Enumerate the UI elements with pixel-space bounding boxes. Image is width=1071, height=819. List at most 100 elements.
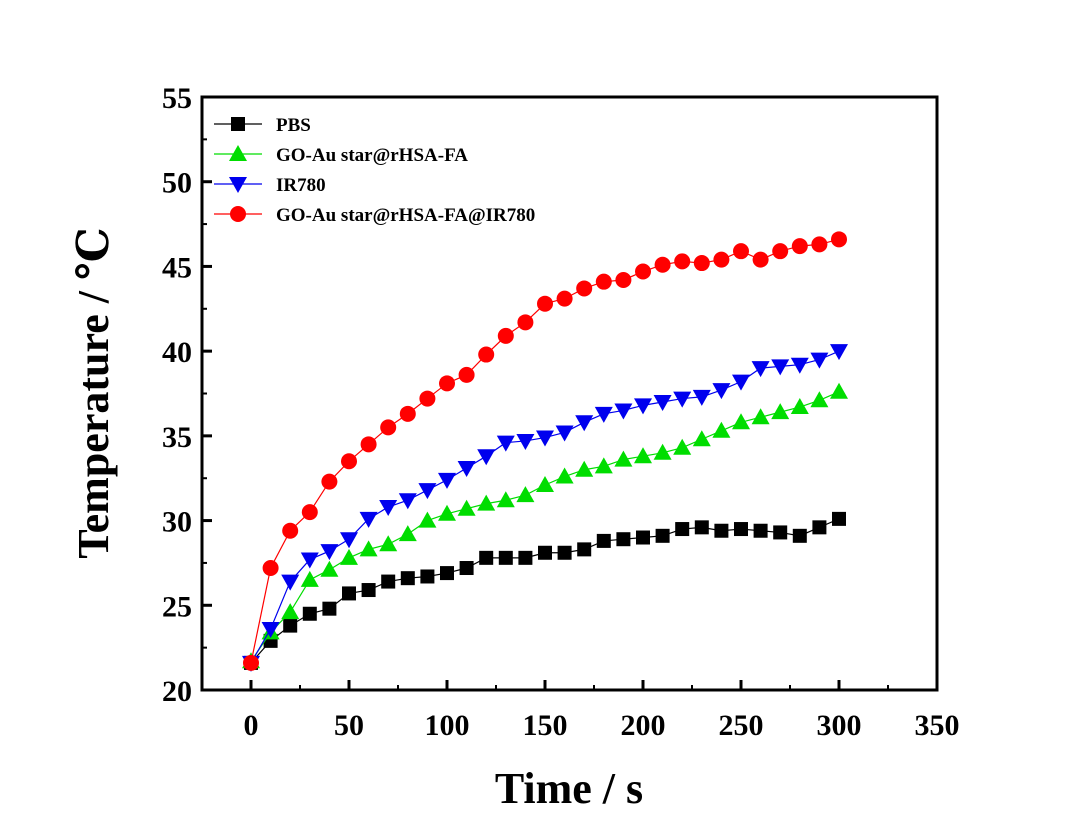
data-point xyxy=(320,544,339,561)
x-axis-title: Time / s xyxy=(495,764,643,813)
data-point xyxy=(262,560,279,577)
data-point xyxy=(634,447,652,464)
data-point xyxy=(712,383,731,400)
data-point xyxy=(594,406,613,423)
data-point xyxy=(772,243,789,260)
data-point xyxy=(831,231,847,248)
data-point xyxy=(634,398,652,415)
data-point xyxy=(712,421,731,438)
data-point xyxy=(379,500,398,517)
data-point xyxy=(517,314,534,331)
data-point xyxy=(790,357,809,374)
data-point xyxy=(575,415,594,432)
data-point xyxy=(811,236,828,253)
x-tick-label: 50 xyxy=(334,709,364,742)
data-point xyxy=(714,523,729,538)
data-point xyxy=(458,366,475,383)
x-tick-label: 0 xyxy=(244,709,259,742)
data-point xyxy=(692,389,711,406)
data-point xyxy=(538,545,552,560)
data-point xyxy=(810,391,829,408)
data-point xyxy=(398,493,417,510)
x-tick-label: 150 xyxy=(523,709,568,742)
data-point xyxy=(400,571,415,586)
data-point xyxy=(281,603,300,620)
data-point xyxy=(418,483,437,500)
y-tick-label: 40 xyxy=(162,336,192,369)
data-point xyxy=(320,560,339,577)
data-point xyxy=(832,511,846,526)
data-point xyxy=(282,522,299,539)
data-point xyxy=(283,618,298,633)
data-point xyxy=(281,574,300,591)
data-point xyxy=(615,271,632,288)
y-tick-label: 25 xyxy=(162,590,192,623)
data-point xyxy=(419,390,436,407)
data-point xyxy=(655,528,670,543)
y-axis-title: Temperature / ℃ xyxy=(69,227,118,558)
data-point xyxy=(438,504,456,521)
data-point xyxy=(732,413,750,430)
y-tick-label: 20 xyxy=(162,675,192,708)
data-point xyxy=(516,433,535,450)
data-point xyxy=(457,461,476,478)
data-point xyxy=(361,583,376,598)
data-point xyxy=(576,280,593,297)
data-point xyxy=(654,256,671,273)
series-0 xyxy=(244,511,846,670)
data-point xyxy=(243,654,259,671)
data-point xyxy=(673,391,692,408)
legend-label: GO-Au star@rHSA-FA xyxy=(276,145,468,166)
data-point xyxy=(322,601,337,616)
data-point xyxy=(614,450,633,467)
y-tick-label: 35 xyxy=(162,421,192,454)
data-point xyxy=(653,443,672,460)
data-point xyxy=(497,327,514,344)
data-point xyxy=(341,453,357,470)
data-point xyxy=(812,520,827,535)
data-point xyxy=(479,550,494,565)
data-point xyxy=(478,346,495,363)
data-point xyxy=(379,535,398,552)
series-layer xyxy=(242,231,848,672)
legend-marker xyxy=(231,117,245,131)
data-point xyxy=(438,472,456,489)
data-point xyxy=(359,540,378,557)
data-point xyxy=(399,405,416,422)
data-point xyxy=(595,273,612,290)
data-point xyxy=(440,566,454,581)
series-3 xyxy=(243,231,847,671)
data-point xyxy=(810,352,829,369)
legend-marker xyxy=(229,145,247,161)
data-point xyxy=(342,586,356,601)
data-point xyxy=(555,467,574,484)
data-point xyxy=(753,523,768,538)
data-point xyxy=(733,243,749,260)
data-point xyxy=(556,290,573,307)
data-point xyxy=(496,491,515,508)
data-point xyxy=(675,522,690,537)
data-point xyxy=(771,359,790,376)
data-point xyxy=(496,435,515,452)
data-point xyxy=(752,251,769,268)
y-tick-label: 30 xyxy=(162,506,192,539)
data-point xyxy=(771,403,790,420)
data-point xyxy=(300,570,319,587)
data-point xyxy=(616,532,631,547)
data-point xyxy=(557,545,572,560)
data-point xyxy=(457,499,476,516)
data-point xyxy=(692,430,711,447)
data-point xyxy=(536,430,554,447)
data-point xyxy=(380,419,397,436)
data-point xyxy=(477,494,496,511)
data-point xyxy=(498,550,513,565)
legend-marker xyxy=(229,177,247,193)
data-point xyxy=(732,374,750,391)
data-point xyxy=(577,542,592,557)
series-2 xyxy=(242,344,848,672)
series-1 xyxy=(242,382,848,669)
data-point xyxy=(790,398,809,415)
data-point xyxy=(300,552,319,569)
data-point xyxy=(713,251,730,268)
data-point xyxy=(614,403,633,420)
